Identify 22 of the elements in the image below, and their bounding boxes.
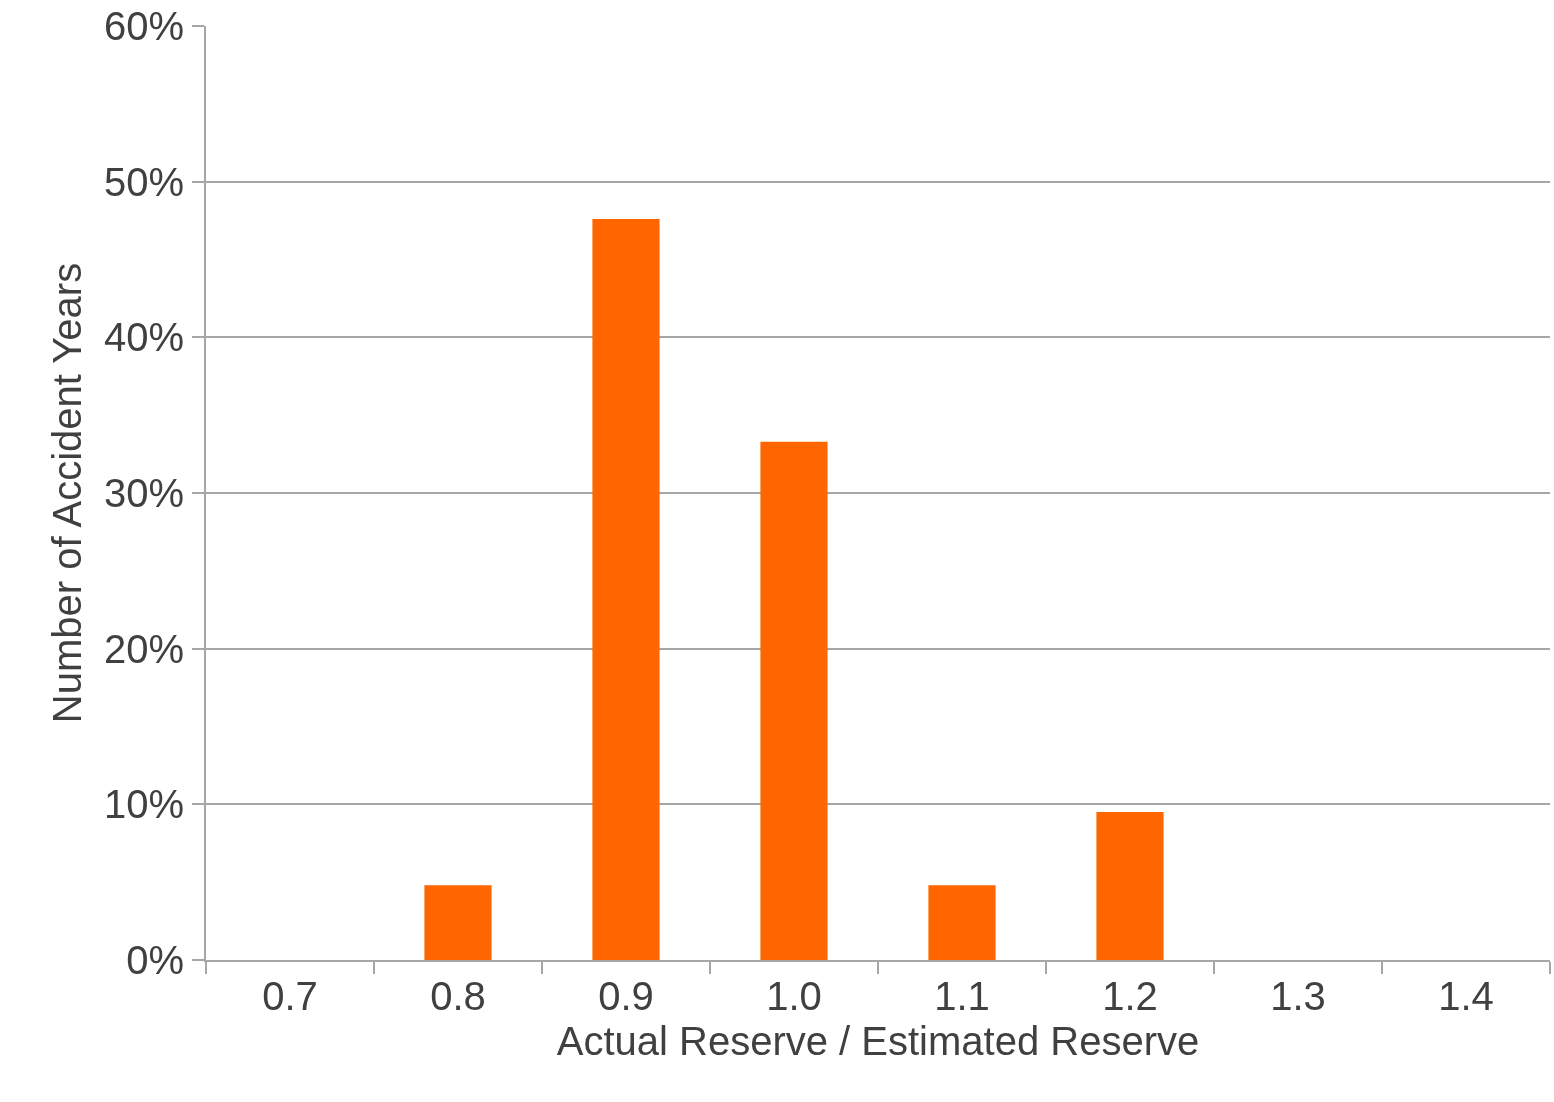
x-tick-label: 0.9 (598, 974, 654, 1018)
y-tick-label: 40% (103, 315, 184, 360)
bar (928, 885, 996, 960)
y-tick-label: 50% (103, 159, 184, 204)
x-tick-label: 1.4 (1438, 974, 1494, 1018)
y-axis-title: Number of Accident Years (44, 262, 89, 724)
y-tick-label: 10% (103, 782, 184, 827)
y-tick-label: 0% (126, 938, 184, 982)
y-tick-label: 60% (103, 4, 184, 48)
x-tick-label: 0.8 (430, 974, 486, 1018)
bar (1096, 812, 1164, 960)
x-tick-label: 1.3 (1270, 974, 1326, 1018)
bar (592, 219, 660, 960)
y-tick-label: 20% (103, 626, 184, 671)
x-tick-label: 0.7 (262, 974, 318, 1018)
x-axis-title: Actual Reserve / Estimated Reserve (556, 1019, 1200, 1063)
x-tick-label: 1.1 (934, 974, 990, 1018)
x-tick-label: 1.2 (1102, 974, 1158, 1018)
bar (424, 885, 492, 960)
y-tick-label: 30% (103, 471, 184, 515)
x-tick-label: 1.0 (766, 974, 822, 1018)
bar (760, 441, 828, 960)
